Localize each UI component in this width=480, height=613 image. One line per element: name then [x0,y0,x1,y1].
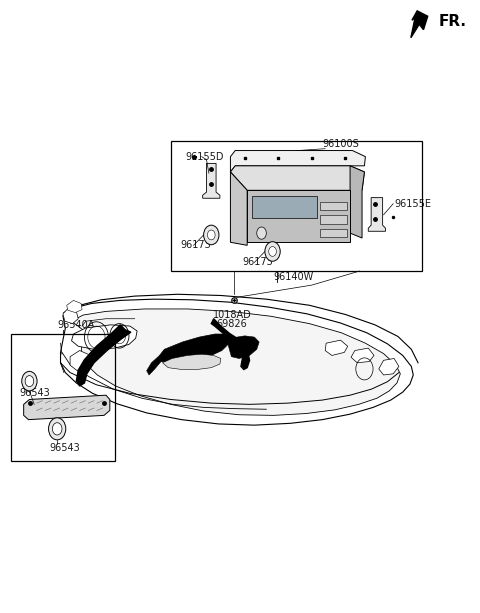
Bar [321,215,347,224]
Circle shape [48,418,66,440]
Polygon shape [325,340,348,356]
Polygon shape [63,308,78,324]
Polygon shape [70,351,94,371]
Circle shape [257,227,266,239]
Text: 96155E: 96155E [394,199,431,209]
Polygon shape [72,309,400,416]
Text: FR.: FR. [439,14,467,29]
Bar [321,229,347,237]
Polygon shape [147,356,161,375]
Text: 96155D: 96155D [185,151,224,162]
Polygon shape [24,395,110,420]
Polygon shape [230,166,364,190]
Polygon shape [76,325,131,386]
Polygon shape [230,151,365,172]
Text: 1018AD: 1018AD [213,310,251,319]
Circle shape [52,423,62,435]
Text: 96543: 96543 [49,443,80,454]
Bar [11,334,115,460]
Circle shape [22,371,37,391]
Polygon shape [159,334,229,363]
Text: 96173: 96173 [180,240,211,250]
Polygon shape [203,164,220,198]
Polygon shape [379,359,399,375]
Circle shape [204,225,219,245]
Bar [321,202,347,210]
Circle shape [265,242,280,261]
Polygon shape [368,197,385,231]
Polygon shape [252,196,317,218]
Polygon shape [228,336,259,359]
Polygon shape [411,11,428,38]
Circle shape [25,376,34,387]
Text: 96540A: 96540A [57,320,95,330]
Bar [170,142,422,271]
Text: 69826: 69826 [216,319,247,329]
Polygon shape [67,300,82,313]
Polygon shape [230,172,247,245]
Polygon shape [247,190,350,242]
Circle shape [269,246,276,256]
Text: 96140W: 96140W [274,272,314,282]
Text: 96173: 96173 [242,257,273,267]
Polygon shape [351,348,374,363]
Polygon shape [211,319,250,370]
Polygon shape [350,166,364,238]
Polygon shape [162,354,221,370]
Text: 96543: 96543 [19,389,49,398]
Circle shape [207,230,215,240]
Polygon shape [72,325,137,349]
Text: 96100S: 96100S [323,139,359,149]
Polygon shape [60,299,413,425]
